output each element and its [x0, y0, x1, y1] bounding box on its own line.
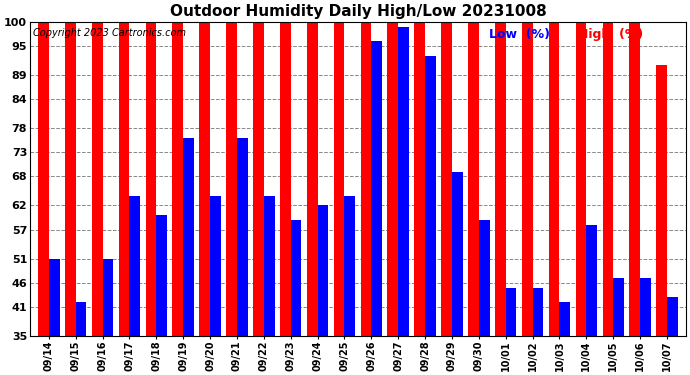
Text: High  (%): High (%)	[578, 28, 643, 41]
Bar	[38, 22, 49, 336]
Title: Outdoor Humidity Daily High/Low 20231008: Outdoor Humidity Daily High/Low 20231008	[170, 4, 546, 19]
Bar	[441, 22, 452, 336]
Bar	[575, 22, 586, 336]
Bar	[388, 22, 398, 336]
Text: Low  (%): Low (%)	[489, 28, 550, 41]
Bar	[290, 220, 302, 336]
Bar	[549, 22, 560, 336]
Bar	[667, 297, 678, 336]
Bar	[253, 22, 264, 336]
Text: Copyright 2023 Cartronics.com: Copyright 2023 Cartronics.com	[33, 28, 186, 38]
Bar	[361, 22, 371, 336]
Bar	[452, 172, 463, 336]
Bar	[398, 27, 409, 336]
Bar	[334, 22, 344, 336]
Bar	[130, 196, 140, 336]
Bar	[560, 302, 570, 336]
Bar	[586, 225, 597, 336]
Bar	[425, 56, 436, 336]
Bar	[65, 22, 76, 336]
Bar	[344, 196, 355, 336]
Bar	[602, 22, 613, 336]
Bar	[146, 22, 156, 336]
Bar	[640, 278, 651, 336]
Bar	[307, 22, 317, 336]
Bar	[317, 206, 328, 336]
Bar	[656, 65, 667, 336]
Bar	[629, 22, 640, 336]
Bar	[280, 22, 290, 336]
Bar	[479, 220, 490, 336]
Bar	[237, 138, 248, 336]
Bar	[210, 196, 221, 336]
Bar	[613, 278, 624, 336]
Bar	[76, 302, 86, 336]
Bar	[495, 22, 506, 336]
Bar	[533, 288, 543, 336]
Bar	[226, 22, 237, 336]
Bar	[156, 215, 167, 336]
Bar	[119, 22, 130, 336]
Bar	[414, 22, 425, 336]
Bar	[522, 22, 533, 336]
Bar	[92, 22, 103, 336]
Bar	[183, 138, 194, 336]
Bar	[506, 288, 517, 336]
Bar	[199, 22, 210, 336]
Bar	[172, 22, 183, 336]
Bar	[103, 259, 113, 336]
Bar	[371, 41, 382, 336]
Bar	[49, 259, 59, 336]
Bar	[468, 22, 479, 336]
Bar	[264, 196, 275, 336]
